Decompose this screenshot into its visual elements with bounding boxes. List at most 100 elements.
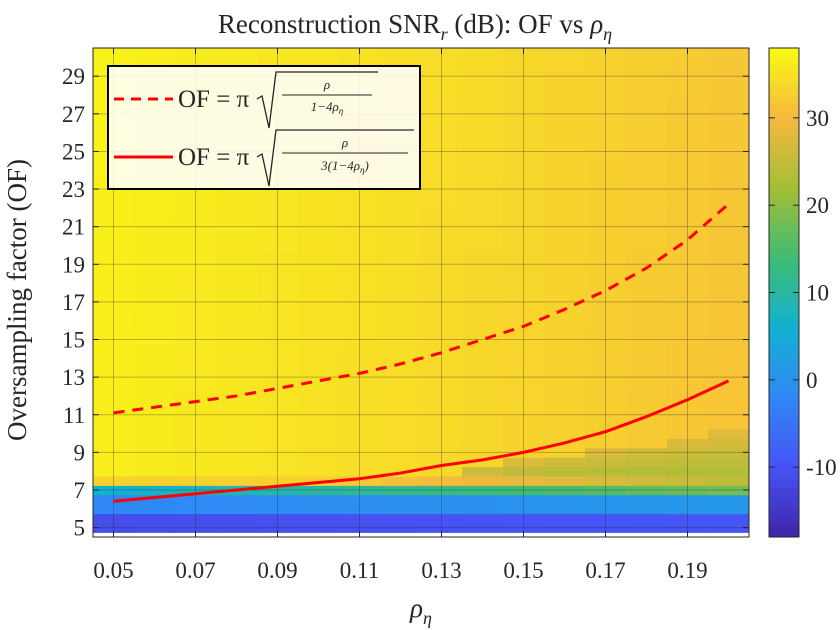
heatmap-cell bbox=[626, 240, 668, 251]
heatmap-cell bbox=[708, 447, 749, 458]
heatmap-cell bbox=[339, 419, 381, 430]
heatmap-cell bbox=[667, 325, 709, 336]
heatmap-cell bbox=[462, 306, 504, 317]
heatmap-cell bbox=[134, 504, 176, 515]
heatmap-cell bbox=[421, 410, 463, 421]
heatmap-cell bbox=[708, 334, 749, 345]
heatmap-cell bbox=[380, 48, 422, 54]
heatmap-cell bbox=[298, 278, 340, 289]
heatmap-cell bbox=[585, 381, 627, 392]
x-tick-label: 0.19 bbox=[667, 558, 707, 583]
heatmap-cell bbox=[503, 278, 545, 289]
colorbar: -10 0 10 20 30 bbox=[768, 47, 837, 538]
heatmap-cell bbox=[421, 240, 463, 251]
heatmap-cell bbox=[462, 109, 504, 120]
heatmap-cell bbox=[380, 316, 422, 327]
heatmap-cell bbox=[421, 513, 463, 524]
heatmap-cell bbox=[421, 221, 463, 232]
colorbar-tick-label: 20 bbox=[806, 193, 829, 218]
heatmap-cell bbox=[585, 485, 627, 496]
heatmap-cell bbox=[93, 334, 135, 345]
heatmap-cell bbox=[544, 400, 586, 411]
axis-ticks bbox=[93, 48, 749, 537]
heatmap-cell bbox=[175, 475, 217, 486]
heatmap-cell bbox=[585, 297, 627, 308]
heatmap-cell bbox=[626, 221, 668, 232]
heatmap-cell bbox=[462, 174, 504, 185]
heatmap-cell bbox=[93, 466, 135, 477]
heatmap-cell bbox=[626, 325, 668, 336]
heatmap-cell bbox=[585, 71, 627, 82]
heatmap-cell bbox=[134, 231, 176, 242]
heatmap-cell bbox=[257, 212, 299, 223]
heatmap-cell bbox=[421, 174, 463, 185]
heatmap-cell bbox=[667, 381, 709, 392]
heatmap-cell bbox=[421, 334, 463, 345]
legend-dashed-den: 1−4ρη bbox=[311, 99, 344, 116]
heatmap-cell bbox=[134, 52, 176, 63]
heatmap-cell bbox=[380, 231, 422, 242]
heatmap-cell bbox=[257, 485, 299, 496]
heatmap-cell bbox=[175, 344, 217, 355]
heatmap-cell bbox=[216, 52, 258, 63]
heatmap-cell bbox=[175, 372, 217, 383]
heatmap-cell bbox=[544, 475, 586, 486]
heatmap-cell bbox=[93, 504, 135, 515]
heatmap-cell bbox=[667, 287, 709, 298]
colorbar-tick-label: -10 bbox=[806, 455, 837, 480]
heatmap-cell bbox=[93, 438, 135, 449]
heatmap-cell bbox=[298, 325, 340, 336]
heatmap-cell bbox=[626, 193, 668, 204]
heatmap-cell bbox=[462, 287, 504, 298]
heatmap-cell bbox=[503, 438, 545, 449]
heatmap-cell bbox=[216, 400, 258, 411]
heatmap-cell bbox=[298, 297, 340, 308]
heatmap-cell bbox=[503, 268, 545, 279]
heatmap-cell bbox=[175, 325, 217, 336]
heatmap-cell bbox=[134, 494, 176, 505]
heatmap-cell bbox=[257, 410, 299, 421]
heatmap-cell bbox=[380, 438, 422, 449]
heatmap-cell bbox=[298, 52, 340, 63]
heatmap-cell bbox=[93, 221, 135, 232]
heatmap-cell bbox=[462, 203, 504, 214]
heatmap-cell bbox=[503, 494, 545, 505]
heatmap-cell bbox=[134, 391, 176, 402]
heatmap-cell bbox=[626, 259, 668, 270]
heatmap-cell bbox=[421, 268, 463, 279]
heatmap-cell bbox=[544, 212, 586, 223]
heatmap-cell bbox=[380, 410, 422, 421]
heatmap-cell bbox=[216, 316, 258, 327]
heatmap-cell bbox=[380, 466, 422, 477]
heatmap-cell bbox=[544, 184, 586, 195]
heatmap-cell bbox=[544, 381, 586, 392]
heatmap-cell bbox=[708, 90, 749, 101]
heatmap-cell bbox=[544, 80, 586, 91]
heatmap-cell bbox=[216, 231, 258, 242]
heatmap-cell bbox=[93, 52, 135, 63]
heatmap-cell bbox=[175, 52, 217, 63]
heatmap-cell bbox=[339, 438, 381, 449]
heatmap-cell bbox=[421, 428, 463, 439]
heatmap-cell bbox=[421, 306, 463, 317]
heatmap-cell bbox=[626, 316, 668, 327]
heatmap-cell bbox=[585, 174, 627, 185]
heatmap-cell bbox=[380, 475, 422, 486]
heatmap-cell bbox=[503, 316, 545, 327]
heatmap-cell bbox=[339, 297, 381, 308]
heatmap-cell bbox=[421, 156, 463, 167]
heatmap-cell bbox=[421, 466, 463, 477]
heatmap-cell bbox=[708, 372, 749, 383]
heatmap-cell bbox=[134, 381, 176, 392]
heatmap-cell bbox=[216, 372, 258, 383]
y-tick-label: 29 bbox=[62, 64, 85, 89]
heatmap-cell bbox=[380, 447, 422, 458]
heatmap-cell bbox=[421, 184, 463, 195]
heatmap-cell bbox=[544, 297, 586, 308]
heatmap-cell bbox=[667, 203, 709, 214]
heatmap-cell bbox=[257, 344, 299, 355]
heatmap-cell bbox=[544, 522, 586, 533]
heatmap-cell bbox=[462, 156, 504, 167]
heatmap-cell bbox=[339, 287, 381, 298]
heatmap-cell bbox=[421, 475, 463, 486]
